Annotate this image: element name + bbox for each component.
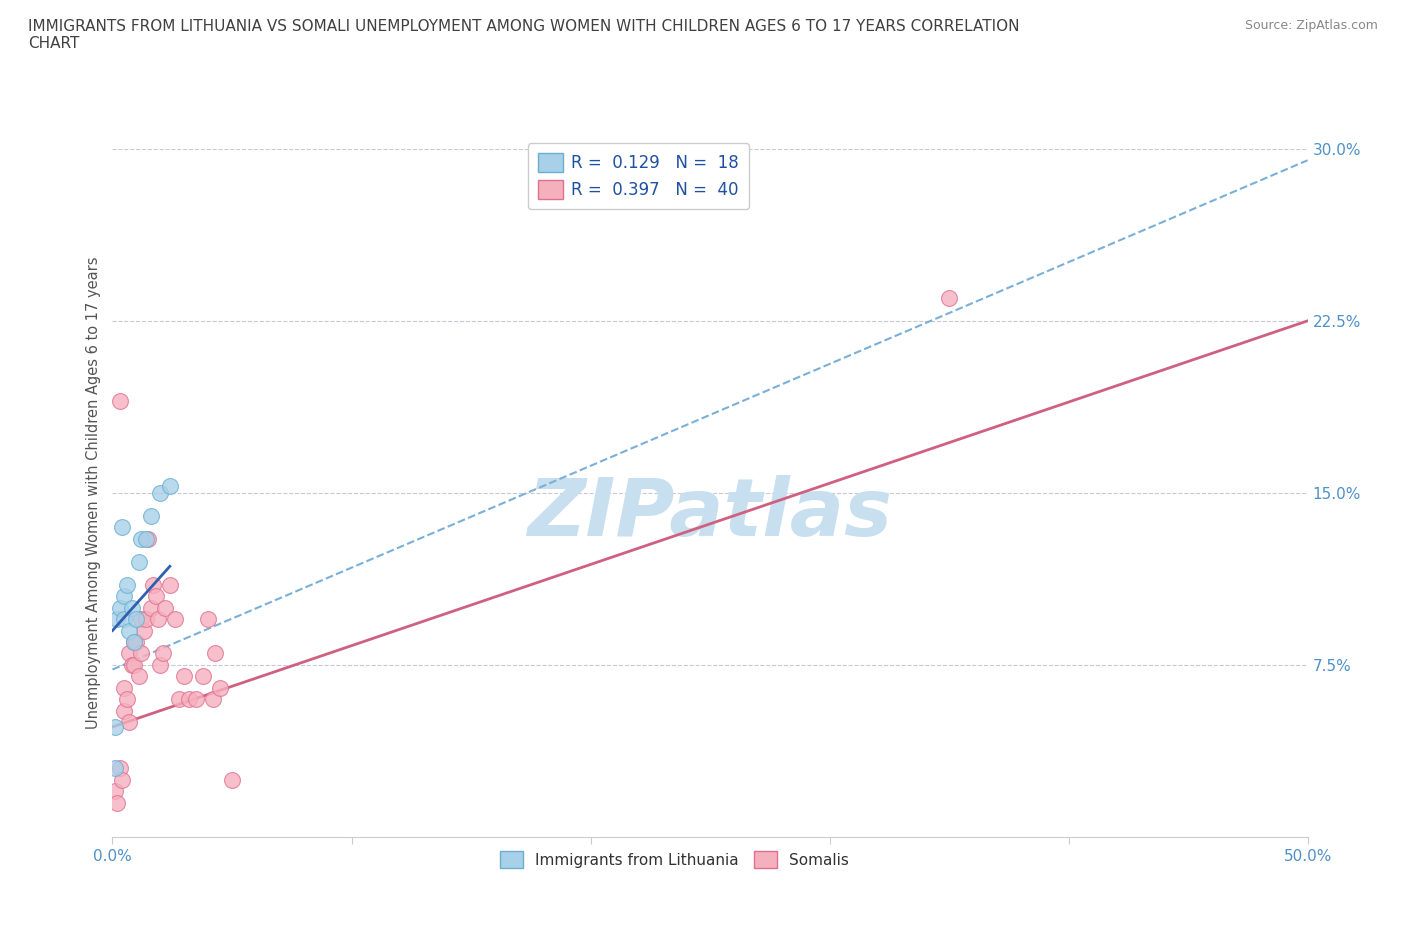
Point xyxy=(114,612,135,627)
Point xyxy=(114,589,135,604)
Point xyxy=(114,681,135,696)
Point xyxy=(125,612,148,627)
Point xyxy=(152,646,174,661)
Point xyxy=(177,692,200,707)
Point xyxy=(129,646,152,661)
Point xyxy=(104,761,127,776)
Point xyxy=(139,600,162,615)
Point xyxy=(221,772,243,787)
Point xyxy=(193,669,215,684)
Point xyxy=(121,658,143,672)
Point xyxy=(118,715,141,730)
Point xyxy=(105,795,128,810)
Point xyxy=(173,669,195,684)
Point xyxy=(115,692,138,707)
Text: IMMIGRANTS FROM LITHUANIA VS SOMALI UNEMPLOYMENT AMONG WOMEN WITH CHILDREN AGES : IMMIGRANTS FROM LITHUANIA VS SOMALI UNEM… xyxy=(28,19,1019,51)
Point xyxy=(135,612,157,627)
Point xyxy=(114,703,135,718)
Point xyxy=(159,479,181,494)
Point xyxy=(118,623,141,638)
Point xyxy=(129,531,152,546)
Point xyxy=(108,600,131,615)
Point xyxy=(122,658,145,672)
Point xyxy=(159,578,181,592)
Point xyxy=(118,646,141,661)
Point xyxy=(129,612,152,627)
Point xyxy=(186,692,208,707)
Legend: Immigrants from Lithuania, Somalis: Immigrants from Lithuania, Somalis xyxy=(494,845,855,874)
Point xyxy=(149,658,172,672)
Y-axis label: Unemployment Among Women with Children Ages 6 to 17 years: Unemployment Among Women with Children A… xyxy=(86,257,101,729)
Text: ZIPatlas: ZIPatlas xyxy=(527,474,893,552)
Point xyxy=(128,554,150,569)
Point xyxy=(104,784,127,799)
Point xyxy=(108,761,131,776)
Text: Source: ZipAtlas.com: Source: ZipAtlas.com xyxy=(1244,19,1378,32)
Point xyxy=(132,623,155,638)
Point xyxy=(138,531,160,546)
Point xyxy=(145,589,167,604)
Point xyxy=(204,646,226,661)
Point xyxy=(146,612,169,627)
Point xyxy=(115,578,138,592)
Point xyxy=(163,612,186,627)
Point xyxy=(938,290,960,305)
Point xyxy=(149,485,172,500)
Point xyxy=(135,531,157,546)
Point xyxy=(153,600,176,615)
Point xyxy=(108,393,131,408)
Point xyxy=(142,578,165,592)
Point xyxy=(121,600,143,615)
Point xyxy=(209,681,232,696)
Point xyxy=(169,692,191,707)
Point xyxy=(111,772,134,787)
Point xyxy=(125,634,148,649)
Point xyxy=(197,612,219,627)
Point xyxy=(139,509,162,524)
Point xyxy=(201,692,224,707)
Point xyxy=(105,612,128,627)
Point xyxy=(104,720,127,735)
Point xyxy=(122,634,145,649)
Point xyxy=(122,634,145,649)
Point xyxy=(111,520,134,535)
Point xyxy=(128,669,150,684)
